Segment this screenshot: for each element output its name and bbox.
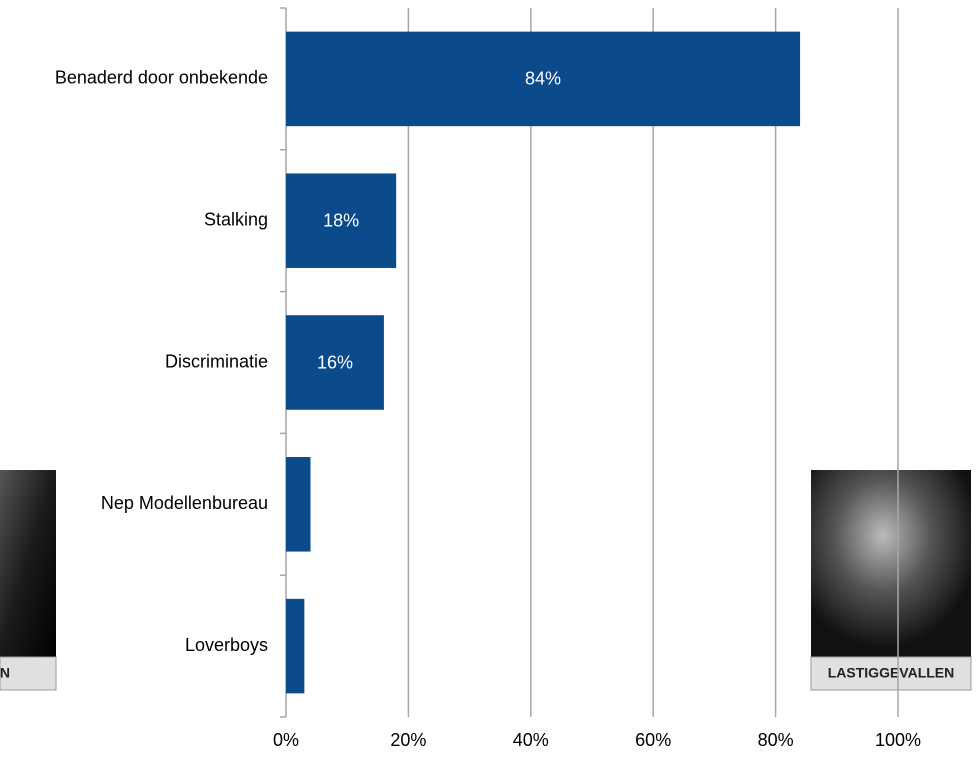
photo-left: N xyxy=(0,470,57,691)
photo xyxy=(0,470,56,657)
y-tick-label: Nep Modellenbureau xyxy=(101,493,268,513)
bar xyxy=(286,173,397,268)
value-label: 16% xyxy=(317,352,353,372)
x-tick-label: 40% xyxy=(513,730,549,750)
x-tick-label: 0% xyxy=(273,730,299,750)
x-tick-label: 80% xyxy=(758,730,794,750)
bar xyxy=(286,31,801,127)
y-tick-label: Loverboys xyxy=(185,635,268,655)
y-tick-label: Discriminatie xyxy=(165,351,268,371)
x-tick-label: 20% xyxy=(390,730,426,750)
value-label: 18% xyxy=(323,210,359,230)
photo-caption: LASTIGGEVALLEN xyxy=(828,665,955,681)
x-tick-label: 60% xyxy=(635,730,671,750)
x-tick-label: 100% xyxy=(875,730,921,750)
caption-bar xyxy=(810,656,972,691)
y-tick-label: Stalking xyxy=(204,209,268,229)
bar xyxy=(286,457,311,552)
value-label: 84% xyxy=(525,69,561,89)
photo-right: LASTIGGEVALLEN xyxy=(810,470,972,691)
caption-bar xyxy=(0,656,57,691)
bar xyxy=(286,315,384,410)
bar xyxy=(286,598,305,694)
y-tick-label: Benaderd door onbekende xyxy=(55,68,268,88)
photo xyxy=(811,470,971,657)
photo-caption: N xyxy=(0,665,10,681)
